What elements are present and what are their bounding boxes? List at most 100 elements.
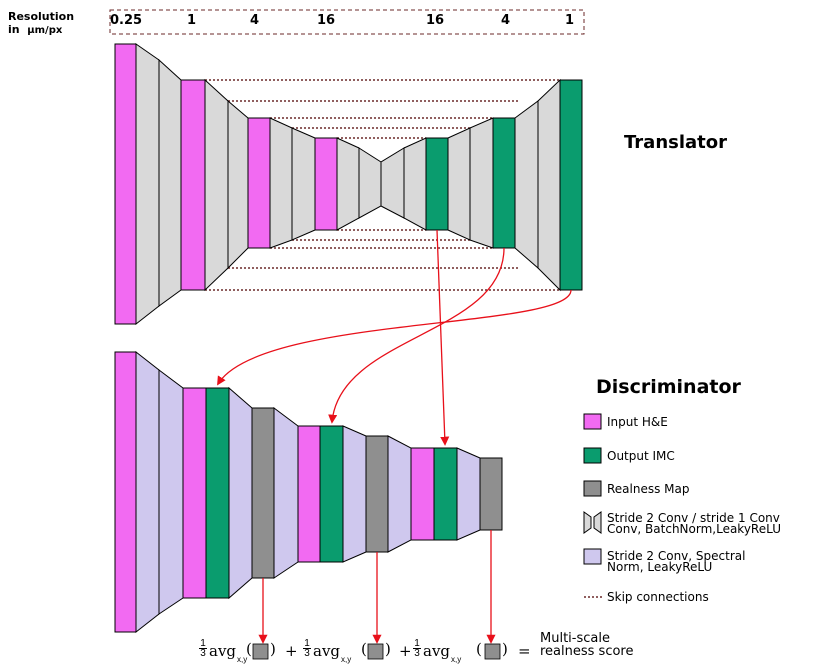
formula-paren-open: ( [476,640,482,658]
fraction-denominator: 3 [413,648,421,659]
translator-bottleneck-block [358,147,382,219]
resolution-box [109,9,585,35]
legend-stride-line2: Conv, BatchNorm,LeakyReLU [607,522,781,536]
disc-realness-block [251,407,275,579]
legend-spectral-swatch [583,548,602,565]
discriminator-title: Discriminator [596,376,741,398]
score-line1: Multi-scale [540,631,610,646]
formula-fraction: 1 3 [303,639,311,659]
disc-spectral-block [342,425,367,563]
translator-input-block [114,43,137,325]
translator-conv-block [269,117,293,249]
fraction-numerator: 1 [200,638,206,649]
disc-input-block [410,447,435,541]
legend [583,413,602,598]
formula-equals: = [518,642,531,660]
translator-input-block [314,137,338,231]
formula-subscript: x,y [341,655,352,664]
translator-network [114,43,583,326]
legend-spectral-label: Stride 2 Conv, Spectral Norm, LeakyReLU [607,549,746,574]
legend-stride-line1: Stride 2 Conv / stride 1 Conv [607,511,780,525]
translator-output-block [492,117,516,249]
disc-realness-block [365,435,389,553]
translator-output-block [559,79,583,291]
resolution-label-line2: in [8,23,20,36]
formula-paren-close: ) [270,640,276,658]
formula-subscript: x,y [451,655,462,664]
formula-plus: + [399,642,412,660]
formula-plus: + [285,642,298,660]
translator-conv-block [135,43,160,326]
resolution-value: 16 [317,13,336,28]
disc-output-block [205,387,230,599]
translator-conv-block [447,127,471,241]
formula-avg: avg [209,642,237,660]
disc-spectral-block [387,435,412,553]
legend-stride-label: Stride 2 Conv / stride 1 Conv Conv, Batc… [607,511,781,536]
formula-paren-close: ) [385,640,391,658]
translator-conv-block [336,137,360,231]
legend-realness-swatch [583,480,602,497]
translator-conv-block [537,78,561,292]
disc-output-block [319,425,344,563]
formula-fraction: 1 3 [199,638,207,659]
disc-spectral-block [456,447,481,541]
disc-spectral-block [273,407,299,579]
formula-fraction: 1 3 [413,638,421,659]
resolution-label: Resolution in µm/px [8,10,74,37]
resolution-value: 4 [250,13,260,28]
formula-subscript: x,y [237,655,248,664]
disc-spectral-block [158,369,184,615]
disc-input-block [297,425,321,563]
legend-stride-down-icon [583,511,592,534]
legend-stride-up-icon [593,511,602,534]
translator-conv-block [291,127,316,241]
fraction-numerator: 1 [414,638,420,649]
translator-conv-block [403,137,427,231]
resolution-label-line1: Resolution [8,10,75,23]
formula-realness-box-3 [484,643,501,660]
translator-bottleneck-block [380,147,405,219]
translator-output-block [425,137,449,231]
translator-conv-block [227,99,249,270]
resolution-value: 1 [187,13,197,28]
resolution-value: 1 [565,13,575,28]
legend-output-swatch [583,447,602,464]
legend-input-label: Input H&E [607,415,668,429]
formula-paren-open: ( [361,640,367,658]
resolution-unit: µm/px [27,25,63,36]
translator-input-block [180,79,206,291]
formula-avg: avg [313,642,341,660]
legend-input-swatch [583,413,602,430]
disc-spectral-block [135,350,160,634]
translator-conv-block [204,78,229,292]
translator-conv-block [469,117,494,249]
legend-skip-label: Skip connections [607,590,709,604]
formula-boxes [252,643,501,660]
resolution-value: 0.25 [110,13,143,28]
fraction-denominator: 3 [199,648,207,659]
multiscale-score-label: Multi-scale realness score [540,632,633,658]
formula-paren-close: ) [502,640,508,658]
formula-realness-box-1 [252,643,269,660]
translator-conv-block [514,100,539,270]
legend-spectral-line1: Stride 2 Conv, Spectral [607,549,746,563]
legend-realness-label: Realness Map [607,482,690,496]
disc-spectral-block [228,386,253,600]
translator-input-block [247,117,271,249]
disc-realness-block [479,457,503,531]
formula-realness-box-2 [367,643,384,660]
translator-title: Translator [624,132,728,153]
score-line2: realness score [540,644,634,659]
resolution-value: 4 [501,13,511,28]
legend-output-label: Output IMC [607,449,675,463]
skip-connections [205,79,560,291]
resolution-value: 16 [426,13,445,28]
disc-input-block [114,351,137,633]
formula-paren-open: ( [246,640,252,658]
legend-spectral-line2: Norm, LeakyReLU [607,560,713,574]
disc-output-block [433,447,458,541]
translator-conv-block [158,58,182,307]
formula-avg: avg [423,642,451,660]
